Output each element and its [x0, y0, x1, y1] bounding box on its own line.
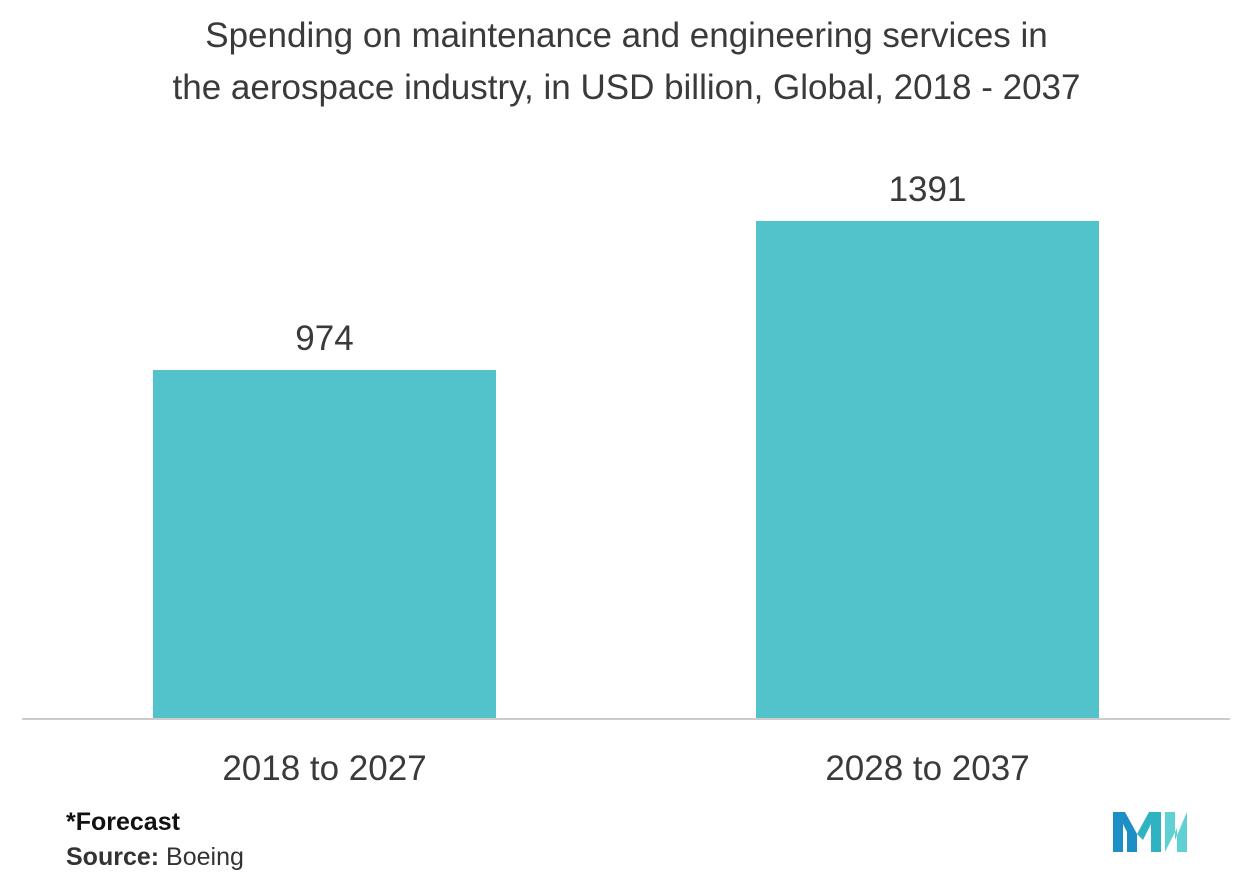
data-label-1: 974	[295, 319, 353, 358]
source-note: Source: Boeing	[66, 843, 244, 872]
bar-chart: 974 2018 to 2027 1391 2028 to 2037	[22, 170, 1230, 788]
data-label-2: 1391	[889, 170, 967, 209]
mordor-intelligence-logo-icon	[1113, 812, 1187, 852]
source-value: Boeing	[166, 843, 244, 871]
x-tick-label-1: 2018 to 2027	[222, 749, 426, 788]
bar-1	[153, 369, 496, 718]
source-label: Source:	[66, 843, 160, 871]
logo-shape-middle	[1137, 812, 1161, 852]
bar-2	[756, 221, 1099, 718]
chart-title-line-1: Spending on maintenance and engineering …	[205, 16, 1048, 55]
logo-shape-left	[1113, 812, 1137, 852]
x-tick-label-2: 2028 to 2037	[825, 749, 1029, 788]
chart-title: Spending on maintenance and engineering …	[0, 10, 1253, 114]
chart-title-line-2: the aerospace industry, in USD billion, …	[172, 68, 1081, 107]
labels-layer: 974 2018 to 2027 1391 2028 to 2037	[222, 170, 1029, 788]
logo-shape-right	[1165, 812, 1187, 852]
forecast-footnote: *Forecast	[66, 808, 180, 836]
bars-layer	[153, 221, 1099, 718]
